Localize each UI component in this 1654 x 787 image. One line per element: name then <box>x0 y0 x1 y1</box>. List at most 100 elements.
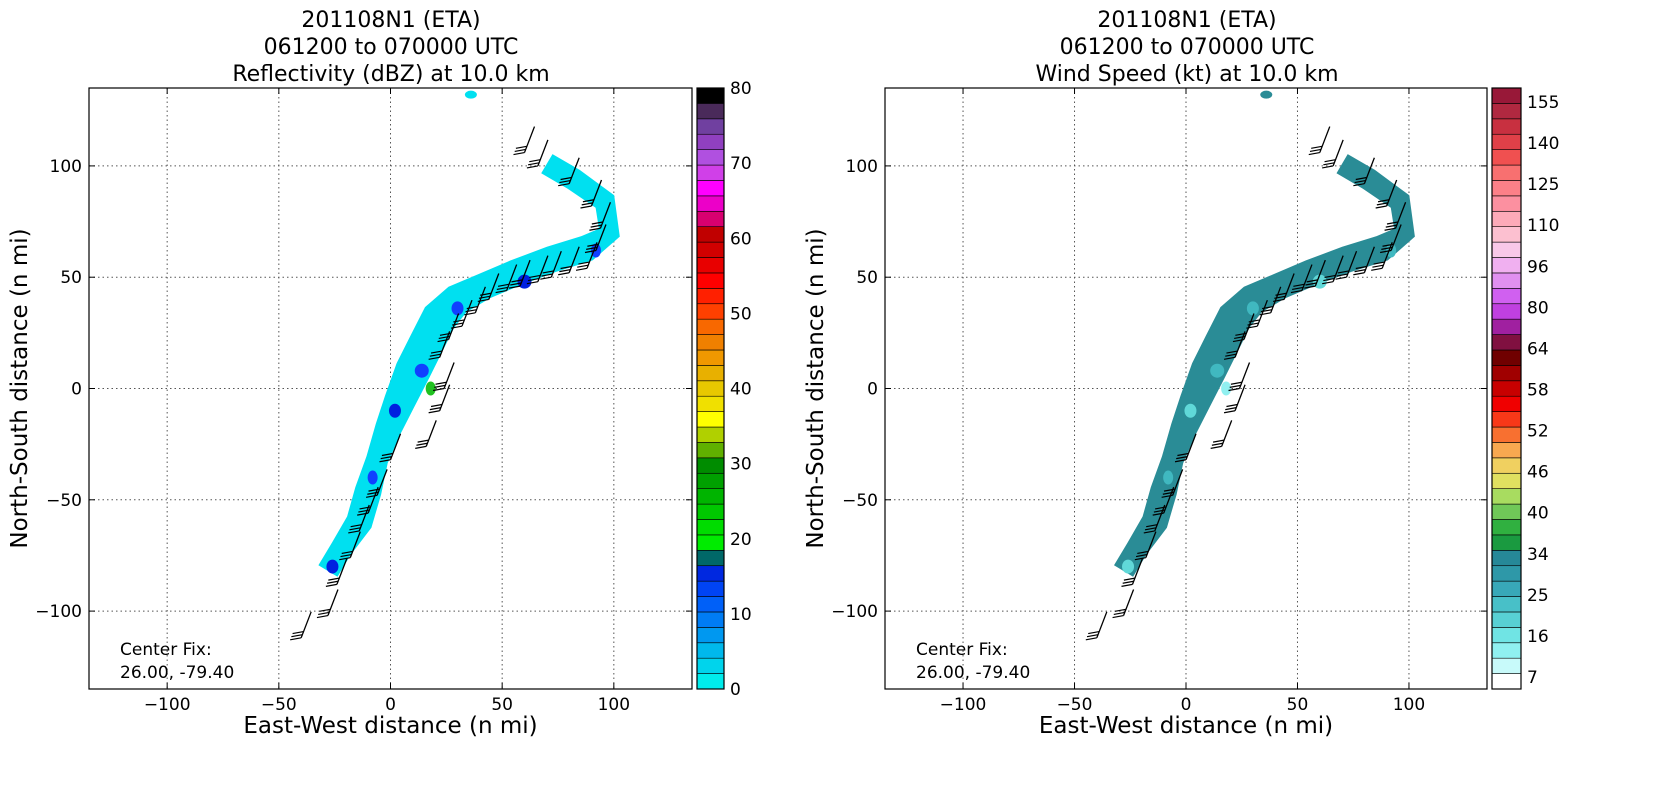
wind-barb <box>1143 504 1166 534</box>
wind-barb-flag <box>1176 456 1188 460</box>
wind-barb-staff <box>568 157 580 184</box>
colorbar-segment <box>696 580 725 597</box>
wind-barb-flag <box>380 456 392 460</box>
wind-barb-flag <box>365 494 378 498</box>
colorbar-tick-label: 25 <box>1527 586 1549 606</box>
wind-barb-flag <box>1324 274 1336 279</box>
colorbar-tick-label: 58 <box>1527 381 1549 401</box>
colorbar-segment <box>696 365 725 382</box>
wind-barb-flag <box>430 403 443 408</box>
wind-barb <box>415 420 437 449</box>
wind-barb <box>1152 486 1175 516</box>
wind-barb-flag <box>1382 243 1394 247</box>
wind-barb <box>1380 224 1402 254</box>
center-fix-annotation: 26.00, -79.40 <box>916 663 1030 683</box>
wind-barb-staff <box>1234 384 1246 411</box>
x-tick-label: 50 <box>1287 695 1309 715</box>
wind-barb-staff <box>300 611 312 639</box>
wind-barb-flag <box>1373 261 1385 265</box>
colorbar-segment <box>1491 241 1522 258</box>
wind-barb-flag <box>558 183 570 187</box>
center-fix-annotation: 26.00, -79.40 <box>120 663 234 683</box>
y-tick-label: −50 <box>842 491 878 511</box>
wind-barb-staff <box>349 531 361 558</box>
wind-barb <box>1375 179 1398 209</box>
data-accent-patch <box>388 403 401 418</box>
chart-title-line: 201108N1 (ETA) <box>1097 8 1276 33</box>
colorbar-segment <box>1491 118 1522 135</box>
colorbar-segment <box>696 349 725 366</box>
colorbar-segment <box>1491 442 1522 459</box>
colorbar-segment <box>1491 472 1522 489</box>
wind-barb-flag <box>510 282 522 286</box>
wind-barb-flag <box>497 283 510 287</box>
wind-barb-flag <box>526 165 539 169</box>
wind-barb-flag <box>1137 550 1149 555</box>
wind-barb-flag <box>1354 269 1366 273</box>
wind-barb-flag <box>1114 608 1127 612</box>
wind-barb-staff <box>1394 202 1407 229</box>
y-tick-label: −100 <box>831 602 878 622</box>
wind-barb <box>526 139 549 169</box>
colorbar-frame <box>1491 87 1522 690</box>
wind-barb-flag <box>1304 285 1316 289</box>
colorbar-tick-label: 80 <box>1527 298 1549 318</box>
wind-barb-flag <box>1228 387 1240 392</box>
wind-barb-flag <box>465 309 477 313</box>
x-tick-label: −50 <box>1057 695 1093 715</box>
wind-barb-flag <box>1223 356 1236 360</box>
colorbar-segment <box>1491 303 1522 320</box>
wind-barb-flag <box>1372 264 1384 268</box>
wind-barb-staff <box>461 299 473 327</box>
colorbar-segment <box>696 642 725 659</box>
wind-barb-flag <box>359 506 371 510</box>
wind-barb <box>526 255 549 285</box>
wind-barb-staff <box>1270 286 1282 314</box>
colorbar-segment <box>1491 503 1522 520</box>
wind-barb-staff <box>447 313 460 340</box>
wind-barb-flag <box>581 202 593 206</box>
wind-barb <box>1353 157 1375 187</box>
wind-barb-flag <box>428 356 440 360</box>
wind-barb-staff <box>327 589 339 616</box>
wind-barb <box>357 486 379 516</box>
wind-barb <box>1121 558 1144 587</box>
wind-barb-flag <box>1234 335 1246 339</box>
wind-barb <box>339 531 361 561</box>
wind-barb-flag <box>1274 295 1286 299</box>
wind-barb-flag <box>1306 279 1318 283</box>
colorbar-segment <box>1491 272 1522 289</box>
wind-barb-flag <box>1376 202 1388 206</box>
wind-barb-staff <box>1314 259 1326 287</box>
wind-barb-flag <box>1292 286 1304 291</box>
wind-barb-flag <box>1290 289 1303 294</box>
colorbar-segment <box>1491 164 1522 181</box>
wind-barb-flag <box>1322 165 1334 169</box>
wind-barb-flag <box>1162 491 1174 495</box>
wind-barb-flag <box>511 279 523 283</box>
wind-barb-flag <box>1337 270 1350 274</box>
colorbar-segment <box>696 380 725 397</box>
chart-title-line: Wind Speed (kt) at 10.0 km <box>1035 62 1338 87</box>
colorbar-tick-label: 16 <box>1527 627 1549 647</box>
wind-barb-staff <box>519 259 531 287</box>
wind-barb-flag <box>1272 298 1285 303</box>
colorbar-tick-label: 0 <box>730 680 741 700</box>
colorbar-segment <box>696 519 725 536</box>
colorbar-tick-label: 110 <box>1527 216 1559 236</box>
wind-barb-flag <box>430 350 443 354</box>
wind-barb-flag <box>1311 145 1323 149</box>
wind-barb-flag <box>1161 494 1173 498</box>
wind-barb <box>428 331 451 360</box>
wind-barb-flag <box>452 322 464 326</box>
colorbar-segment <box>696 611 725 628</box>
wind-barb <box>348 504 370 534</box>
colorbar-segment <box>696 164 725 181</box>
wind-barb-staff <box>474 286 486 314</box>
x-tick-label: −100 <box>144 695 191 715</box>
colorbar-segment <box>1491 627 1522 644</box>
wind-barb <box>1322 255 1344 285</box>
wind-barb <box>1232 313 1255 343</box>
colorbar-segment <box>1491 657 1522 674</box>
